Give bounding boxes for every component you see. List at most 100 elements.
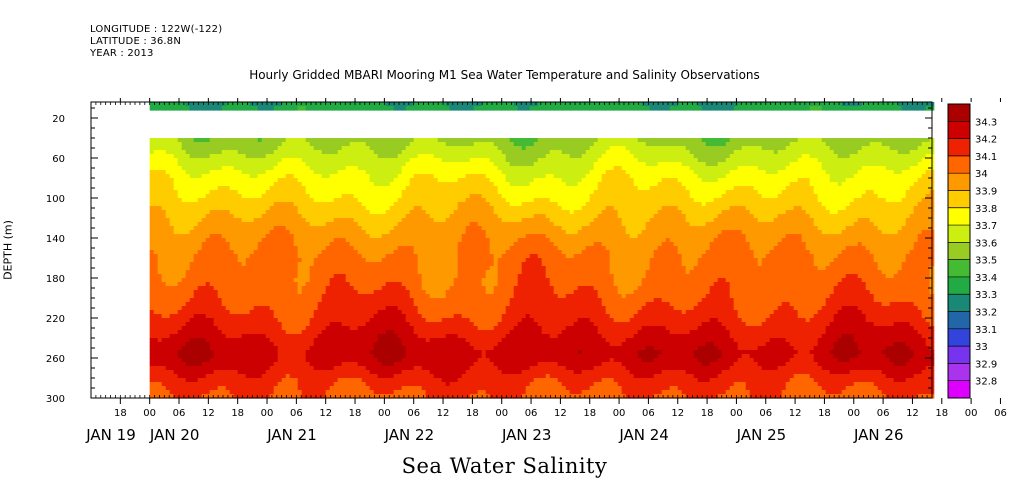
heatmap-cell [353, 234, 359, 239]
heatmap-cell [153, 306, 159, 311]
heatmap-cell [377, 246, 383, 251]
heatmap-cell [301, 266, 307, 271]
heatmap-cell [417, 262, 423, 267]
heatmap-cell [257, 198, 263, 203]
heatmap-cell [381, 346, 387, 351]
heatmap-cell [269, 382, 275, 387]
heatmap-cell [393, 250, 399, 255]
heatmap-cell [273, 218, 279, 223]
heatmap-cell [193, 314, 199, 319]
heatmap-cell [237, 314, 243, 319]
heatmap-cell [221, 222, 227, 227]
heatmap-cell [277, 306, 283, 311]
heatmap-cell [393, 166, 399, 171]
heatmap-cell [253, 158, 259, 163]
heatmap-cell [149, 366, 155, 371]
heatmap-cell [321, 298, 327, 303]
heatmap-cell [153, 238, 159, 243]
heatmap-cell [257, 190, 263, 195]
heatmap-cell [373, 330, 379, 335]
heatmap-cell [313, 270, 319, 275]
heatmap-cell [265, 294, 271, 299]
heatmap-cell [433, 258, 439, 263]
heatmap-cell [349, 354, 355, 359]
heatmap-cell [289, 302, 295, 307]
heatmap-cell [385, 342, 391, 347]
heatmap-cell [225, 322, 231, 327]
heatmap-cell [441, 194, 447, 199]
heatmap-cell [321, 146, 327, 151]
heatmap-cell [373, 158, 379, 163]
heatmap-cell [433, 382, 439, 387]
heatmap-cell [389, 186, 395, 191]
heatmap-cell [241, 238, 247, 243]
heatmap-cell [313, 326, 319, 331]
heatmap-cell [277, 150, 283, 155]
heatmap-cell [357, 382, 363, 387]
heatmap-cell [401, 190, 407, 195]
heatmap-cell [277, 346, 283, 351]
heatmap-cell [361, 202, 367, 207]
heatmap-cell [201, 350, 207, 355]
heatmap-cell [317, 218, 323, 223]
heatmap-cell [217, 374, 223, 379]
heatmap-cell [149, 294, 155, 299]
heatmap-cell [173, 386, 179, 391]
heatmap-cell [401, 242, 407, 247]
heatmap-cell [177, 318, 183, 323]
heatmap-cell [429, 358, 435, 363]
heatmap-cell [153, 194, 159, 199]
heatmap-cell [305, 166, 311, 171]
heatmap-cell [257, 262, 263, 267]
heatmap-cell [305, 330, 311, 335]
heatmap-cell [365, 166, 371, 171]
heatmap-cell [401, 298, 407, 303]
heatmap-cell [337, 286, 343, 291]
heatmap-cell [213, 294, 219, 299]
heatmap-cell [429, 330, 435, 335]
heatmap-cell [325, 374, 331, 379]
heatmap-cell [341, 198, 347, 203]
heatmap-cell [373, 150, 379, 155]
heatmap-cell [245, 170, 251, 175]
heatmap-cell [353, 386, 359, 391]
heatmap-cell [341, 354, 347, 359]
heatmap-cell [385, 174, 391, 179]
heatmap-cell [257, 278, 263, 283]
heatmap-cell [361, 342, 367, 347]
heatmap-cell [257, 138, 263, 143]
heatmap-cell [409, 346, 415, 351]
heatmap-cell [285, 394, 291, 399]
heatmap-cell [373, 218, 379, 223]
heatmap-cell [393, 258, 399, 263]
heatmap-cell [425, 334, 431, 339]
heatmap-cell [361, 174, 367, 179]
heatmap-cell [385, 178, 391, 183]
heatmap-cell [217, 246, 223, 251]
heatmap-cell [185, 222, 191, 227]
heatmap-cell [361, 306, 367, 311]
heatmap-cell [313, 262, 319, 267]
heatmap-cell [209, 258, 215, 263]
heatmap-cell [261, 346, 267, 351]
heatmap-cell [277, 394, 283, 399]
heatmap-cell [413, 178, 419, 183]
heatmap-cell [357, 190, 363, 195]
heatmap-cell [153, 198, 159, 203]
heatmap-cell [189, 278, 195, 283]
heatmap-cell [265, 150, 271, 155]
heatmap-cell [341, 318, 347, 323]
heatmap-cell [277, 258, 283, 263]
heatmap-cell [297, 190, 303, 195]
heatmap-cell [425, 158, 431, 163]
heatmap-cell [205, 330, 211, 335]
heatmap-cell [301, 278, 307, 283]
heatmap-cell [205, 238, 211, 243]
heatmap-cell [381, 282, 387, 287]
heatmap-cell [345, 202, 351, 207]
heatmap-cell [197, 182, 203, 187]
heatmap-cell [233, 394, 239, 399]
heatmap-cell [325, 202, 331, 207]
heatmap-cell [221, 346, 227, 351]
heatmap-cell [169, 182, 175, 187]
